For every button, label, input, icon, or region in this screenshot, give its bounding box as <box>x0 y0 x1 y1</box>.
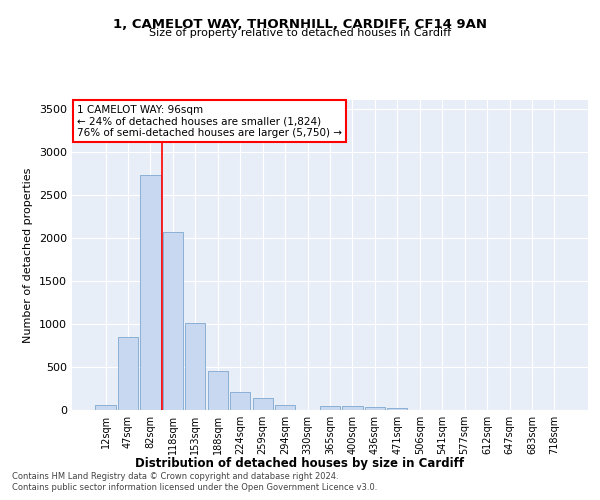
Bar <box>185 324 205 410</box>
Bar <box>365 408 385 410</box>
Text: 1, CAMELOT WAY, THORNHILL, CARDIFF, CF14 9AN: 1, CAMELOT WAY, THORNHILL, CARDIFF, CF14… <box>113 18 487 30</box>
Bar <box>230 392 250 410</box>
Text: Contains HM Land Registry data © Crown copyright and database right 2024.: Contains HM Land Registry data © Crown c… <box>12 472 338 481</box>
Text: Size of property relative to detached houses in Cardiff: Size of property relative to detached ho… <box>149 28 451 38</box>
Text: Contains public sector information licensed under the Open Government Licence v3: Contains public sector information licen… <box>12 484 377 492</box>
Bar <box>253 398 273 410</box>
Bar <box>275 405 295 410</box>
Bar <box>387 408 407 410</box>
Bar <box>95 406 116 410</box>
Bar <box>163 232 183 410</box>
Text: 1 CAMELOT WAY: 96sqm
← 24% of detached houses are smaller (1,824)
76% of semi-de: 1 CAMELOT WAY: 96sqm ← 24% of detached h… <box>77 104 342 138</box>
Bar <box>118 337 138 410</box>
Bar <box>343 406 362 410</box>
Bar <box>208 371 228 410</box>
Bar <box>140 175 161 410</box>
Y-axis label: Number of detached properties: Number of detached properties <box>23 168 34 342</box>
Text: Distribution of detached houses by size in Cardiff: Distribution of detached houses by size … <box>136 458 464 470</box>
Bar <box>320 406 340 410</box>
